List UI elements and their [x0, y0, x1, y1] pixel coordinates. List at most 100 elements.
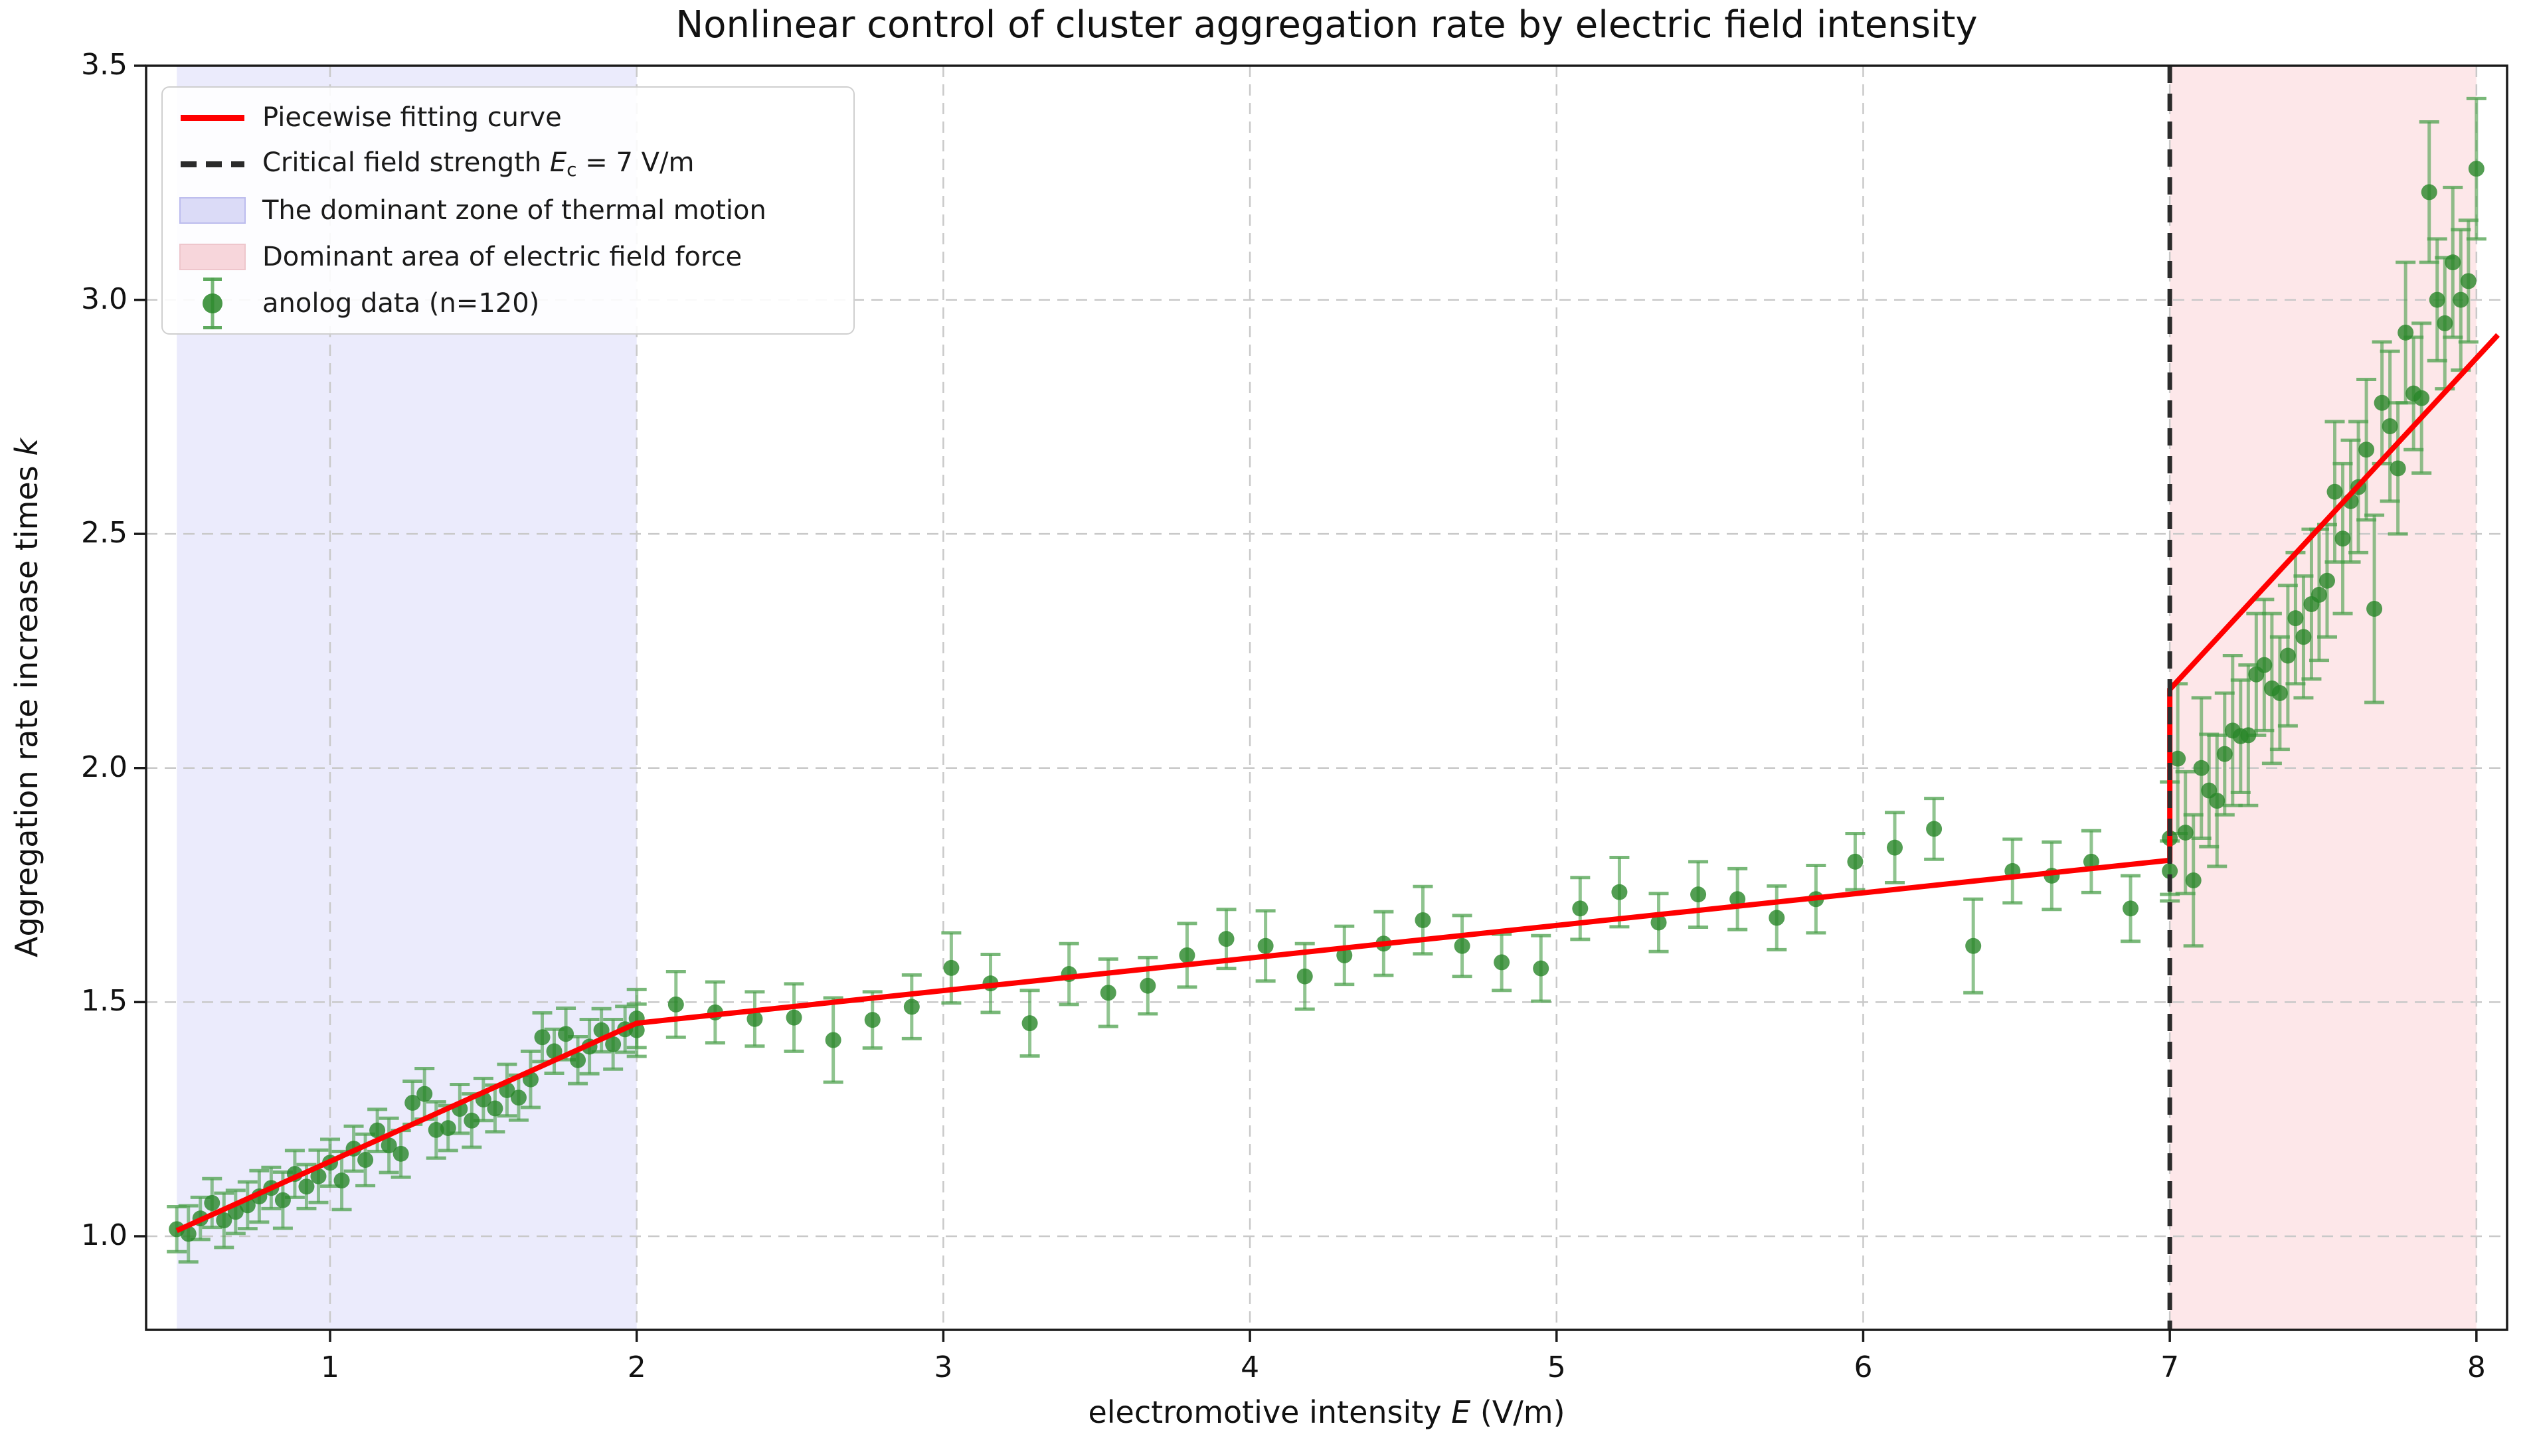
data-point	[2193, 760, 2210, 776]
data-point	[1140, 977, 1156, 994]
data-point	[416, 1086, 433, 1102]
pink-patch-icon	[179, 244, 246, 270]
data-point	[2123, 900, 2139, 917]
data-point	[825, 1032, 841, 1048]
data-point	[2468, 161, 2485, 177]
data-point	[1847, 853, 1864, 870]
legend-item-field-zone: Dominant area of electric field force	[163, 234, 853, 280]
data-point	[1572, 900, 1589, 917]
data-point	[428, 1121, 444, 1138]
data-point	[1415, 912, 1431, 928]
data-point	[2358, 442, 2375, 458]
data-point	[1533, 960, 1549, 977]
data-point	[204, 1194, 220, 1211]
red-line-icon	[181, 114, 244, 121]
x-tick-label: 7	[2160, 1350, 2180, 1384]
data-point	[2445, 254, 2461, 271]
legend-item-critical-field: Critical field strength Ec = 7 V/m	[163, 141, 853, 187]
data-point	[369, 1122, 386, 1139]
legend-critical-variable: E	[549, 147, 567, 178]
data-point	[2374, 394, 2390, 411]
legend-handle-data	[163, 278, 262, 329]
data-point	[2177, 825, 2194, 841]
data-point	[2240, 727, 2257, 744]
data-point	[943, 959, 960, 976]
data-point	[440, 1120, 456, 1137]
legend-label-fit: Piecewise fitting curve	[262, 102, 562, 133]
y-tick-label: 1.0	[81, 1218, 128, 1252]
legend-item-thermal-zone: The dominant zone of thermal motion	[163, 187, 853, 234]
data-point	[605, 1036, 622, 1052]
data-point	[2326, 483, 2343, 500]
y-axis-label-variable: k	[9, 438, 44, 456]
data-point	[2421, 184, 2437, 201]
data-point	[2382, 418, 2398, 434]
data-point	[1021, 1015, 1038, 1032]
legend-handle-fit	[163, 114, 262, 121]
data-point	[1336, 947, 1353, 963]
data-point	[2170, 750, 2186, 767]
data-point	[2429, 291, 2445, 308]
data-point	[2460, 273, 2477, 289]
data-point	[1965, 937, 1982, 954]
data-point	[2437, 315, 2453, 331]
data-point	[746, 1011, 763, 1027]
data-point	[558, 1026, 574, 1042]
data-point	[310, 1168, 327, 1184]
legend-item-analog-data: anolog data (n=120)	[163, 278, 853, 329]
x-tick-label: 5	[1547, 1350, 1566, 1384]
data-point	[1179, 947, 1195, 963]
legend-label-critical: Critical field strength Ec = 7 V/m	[262, 147, 694, 181]
data-point	[357, 1152, 374, 1169]
data-point	[2209, 793, 2225, 809]
blue-patch-icon	[179, 197, 246, 224]
data-point	[392, 1145, 409, 1162]
shaded-region-1	[2170, 66, 2477, 1330]
data-point	[2287, 610, 2304, 627]
data-point	[786, 1009, 802, 1026]
y-tick-label: 2.0	[81, 750, 128, 784]
data-point	[2185, 872, 2202, 889]
data-point	[1296, 968, 1313, 985]
plot-border	[145, 64, 2508, 1331]
data-point	[2413, 390, 2430, 406]
legend-label-data: anolog data (n=120)	[262, 288, 540, 319]
x-axis-label-unit: (V/m)	[1470, 1394, 1565, 1430]
x-tick-label: 2	[627, 1350, 646, 1384]
data-point	[903, 999, 920, 1015]
data-point	[2279, 647, 2296, 664]
x-axis-label: electromotive intensity E (V/m)	[146, 1394, 2507, 1430]
x-tick-label: 1	[321, 1350, 339, 1384]
x-tick-label: 6	[1854, 1350, 1873, 1384]
x-axis-label-variable: E	[1451, 1394, 1471, 1430]
legend-critical-value: = 7 V/m	[576, 147, 695, 178]
data-point	[667, 996, 684, 1012]
chart-title: Nonlinear control of cluster aggregation…	[675, 3, 1978, 46]
data-point	[1729, 891, 1746, 908]
legend-handle-critical	[163, 161, 262, 167]
data-point	[274, 1192, 291, 1208]
data-point	[298, 1178, 315, 1195]
data-point	[404, 1094, 421, 1111]
dashed-line-icon	[181, 161, 244, 167]
legend: Piecewise fitting curve Critical field s…	[161, 86, 855, 335]
legend-label-thermal: The dominant zone of thermal motion	[262, 195, 766, 226]
x-tick-label: 4	[1241, 1350, 1260, 1384]
data-point	[333, 1173, 350, 1189]
y-tick-label: 1.5	[81, 984, 128, 1018]
errorbar-cap-bottom	[203, 326, 222, 329]
data-point	[464, 1112, 480, 1129]
data-point	[1887, 839, 1903, 856]
legend-critical-text: Critical field strength	[262, 147, 550, 178]
x-tick-label: 8	[2467, 1350, 2486, 1384]
data-point	[487, 1100, 503, 1117]
data-point	[1218, 931, 1235, 947]
data-point	[510, 1090, 527, 1106]
x-tick-label: 3	[934, 1350, 953, 1384]
data-point	[2216, 746, 2233, 762]
data-point	[534, 1029, 551, 1046]
data-point	[216, 1212, 232, 1228]
y-tick-label: 2.5	[81, 516, 128, 550]
data-point	[2295, 629, 2312, 645]
